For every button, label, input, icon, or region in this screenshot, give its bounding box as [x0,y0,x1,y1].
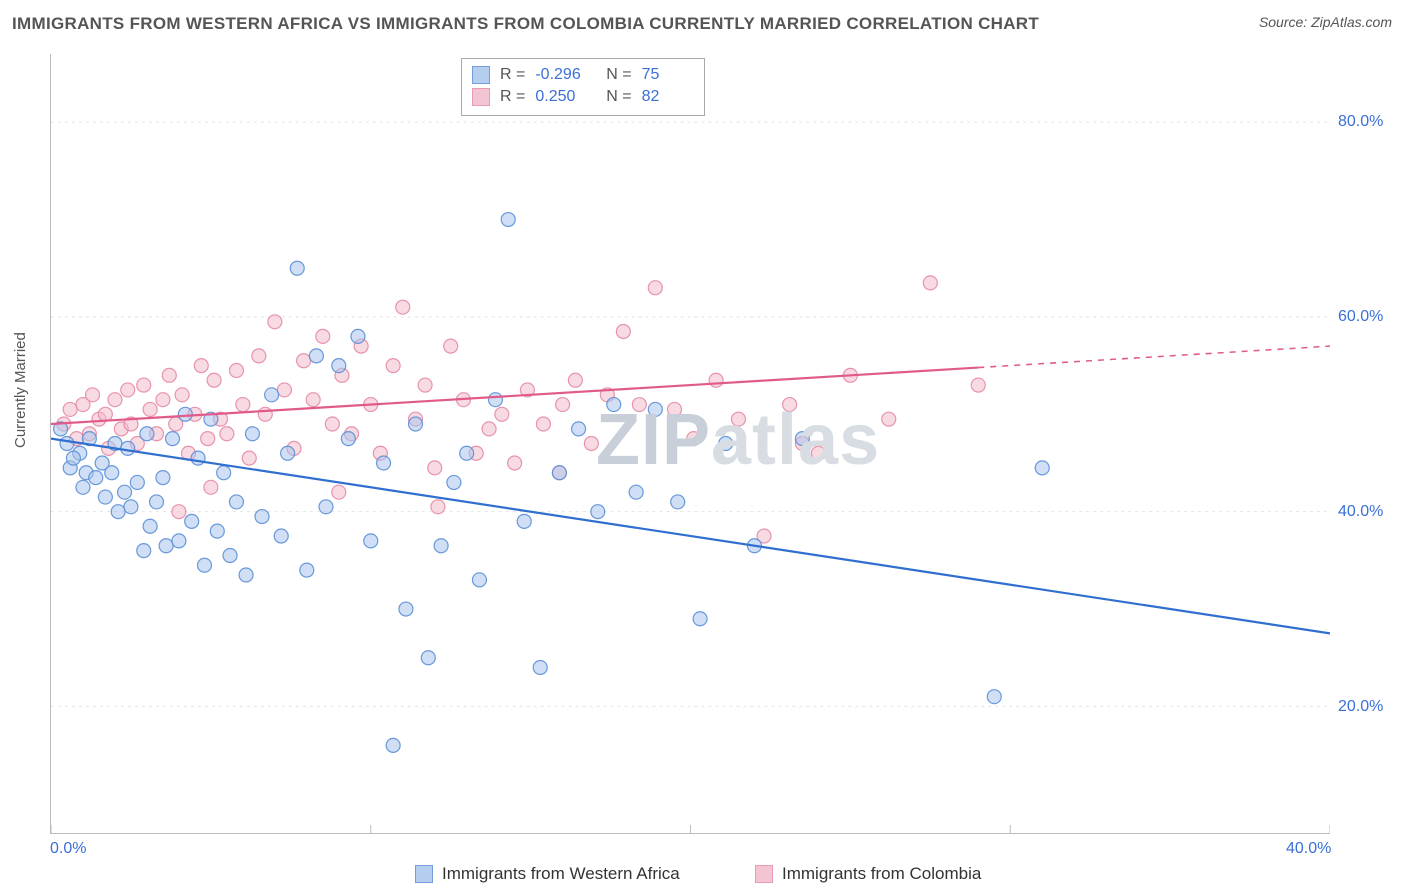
legend-swatch [472,66,490,84]
n-value: 82 [642,86,694,108]
stats-row: R = -0.296 N = 75 [472,64,694,86]
chart-title: IMMIGRANTS FROM WESTERN AFRICA VS IMMIGR… [12,14,1039,34]
x-tick-label: 0.0% [50,840,86,858]
legend-swatch [755,865,773,883]
legend-swatch [472,88,490,106]
y-tick-label: 40.0% [1338,503,1383,521]
plot-area: ZIPatlas R = -0.296 N = 75R = 0.250 N = … [50,54,1330,834]
y-tick-label: 60.0% [1338,308,1383,326]
chart-svg [51,54,1330,833]
n-label: N = [597,64,631,86]
n-label: N = [597,86,631,108]
legend-label: Immigrants from Western Africa [442,864,680,884]
y-tick-label: 80.0% [1338,113,1383,131]
bottom-legend-item: Immigrants from Western Africa [415,864,680,884]
stats-legend-box: R = -0.296 N = 75R = 0.250 N = 82 [461,58,705,116]
r-label: R = [500,86,525,108]
bottom-legend-item: Immigrants from Colombia [755,864,981,884]
stats-row: R = 0.250 N = 82 [472,86,694,108]
x-tick-label: 40.0% [1286,840,1331,858]
r-value: -0.296 [535,64,587,86]
y-tick-label: 20.0% [1338,698,1383,716]
y-axis-label: Currently Married [12,332,29,448]
source-attribution: Source: ZipAtlas.com [1259,14,1392,30]
chart-container: IMMIGRANTS FROM WESTERN AFRICA VS IMMIGR… [0,0,1406,892]
legend-swatch [415,865,433,883]
legend-label: Immigrants from Colombia [782,864,981,884]
r-value: 0.250 [535,86,587,108]
n-value: 75 [642,64,694,86]
r-label: R = [500,64,525,86]
